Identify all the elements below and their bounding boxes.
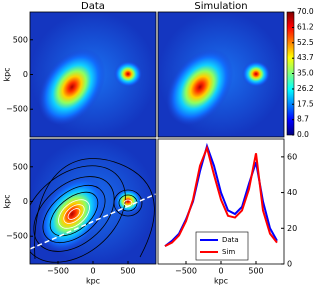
contour xyxy=(33,176,115,252)
intensity-blob xyxy=(38,176,106,252)
y-tick-label: 0 xyxy=(23,197,28,206)
intensity-blob xyxy=(166,49,234,125)
x-tick-label: 0 xyxy=(218,267,223,276)
heatmap-image xyxy=(30,12,156,137)
x-tick-label: 0 xyxy=(90,267,95,276)
legend-label: Sim xyxy=(222,248,235,256)
legend-box xyxy=(195,231,249,261)
y-tick-label: 40 xyxy=(287,188,297,197)
contour xyxy=(58,199,90,229)
profile-line xyxy=(30,193,156,250)
colorbar-tick-label: 61.2 xyxy=(297,22,314,31)
contour xyxy=(34,158,155,260)
y-tick-label: −500 xyxy=(6,105,28,114)
heatmap-image xyxy=(30,139,156,264)
intensity-blob xyxy=(242,61,270,87)
x-tick-label: 500 xyxy=(120,267,135,276)
colorbar-tick-label: 0.0 xyxy=(297,130,309,139)
contour xyxy=(67,208,81,220)
panel-title: Data xyxy=(81,1,105,12)
y-tick-label: 500 xyxy=(13,162,28,171)
x-axis-label: kpc xyxy=(86,277,100,286)
colorbar-tick-label: 26.2 xyxy=(297,84,314,93)
y-tick-label: −500 xyxy=(6,232,28,241)
y-tick-label: 20 xyxy=(287,224,297,233)
contour xyxy=(63,204,85,224)
x-tick-label: −500 xyxy=(175,267,197,276)
y-axis-label: kpc xyxy=(3,194,12,208)
colorbar-tick-label: 8.7 xyxy=(297,115,309,124)
x-tick-label: 500 xyxy=(248,267,263,276)
y-tick-label: 0 xyxy=(287,260,292,269)
colorbar-tick-label: 52.5 xyxy=(297,38,314,47)
colorbar-tick-label: 70.0 xyxy=(297,7,314,16)
contour xyxy=(49,191,99,237)
y-tick-label: 500 xyxy=(13,35,28,44)
x-tick-label: −500 xyxy=(47,267,69,276)
axes-frame xyxy=(157,11,285,138)
panel-title: Simulation xyxy=(194,1,247,12)
y-tick-label: 60 xyxy=(287,152,297,161)
x-axis-label: kpc xyxy=(214,277,228,286)
y-tick-label: 0 xyxy=(23,70,28,79)
y-axis-label: kpc xyxy=(3,67,12,81)
intensity-blob xyxy=(114,61,142,87)
series-line xyxy=(164,144,278,248)
contour xyxy=(113,189,143,217)
legend-label: Data xyxy=(222,236,239,244)
colorbar-tick-label: 43.7 xyxy=(297,53,314,62)
contour xyxy=(30,165,126,263)
colorbar-tick-label: 35.0 xyxy=(297,69,314,78)
intensity-blob xyxy=(38,49,106,125)
contour xyxy=(42,184,106,244)
heatmap-image xyxy=(158,12,284,137)
colorbar-tick-label: 17.5 xyxy=(297,99,314,108)
